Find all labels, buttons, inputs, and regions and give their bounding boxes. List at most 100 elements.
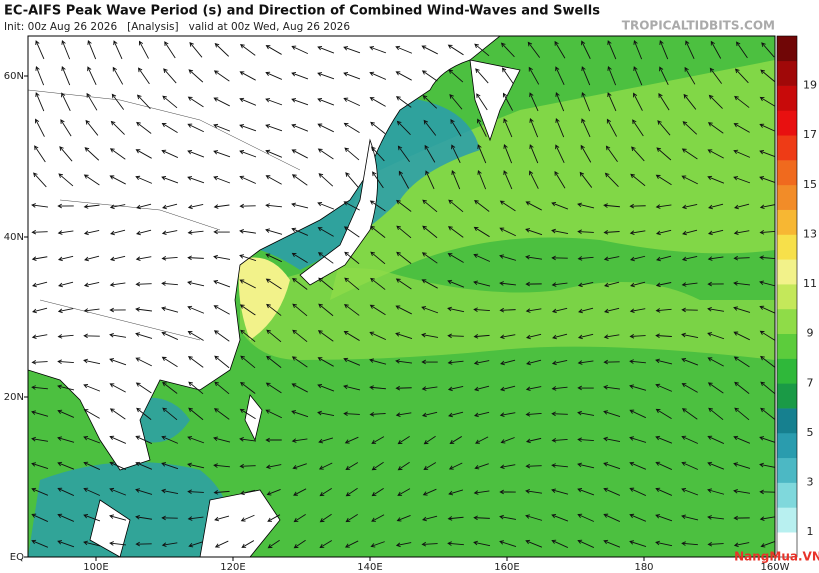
wave-arrow <box>551 513 569 522</box>
wave-arrow <box>527 41 541 58</box>
wave-arrow <box>447 516 464 521</box>
wave-arrow <box>734 68 749 84</box>
wave-arrow <box>187 149 205 158</box>
wave-arrow <box>161 149 179 158</box>
wave-arrow <box>473 360 490 366</box>
wave-arrow <box>423 435 436 445</box>
wave-arrow <box>240 44 256 56</box>
wave-arrow <box>499 540 517 548</box>
wave-arrow <box>318 437 334 444</box>
wave-arrow <box>138 40 149 59</box>
colorbar-segment <box>777 110 797 136</box>
wave-arrow <box>551 360 568 366</box>
wave-arrow <box>265 409 282 419</box>
wave-arrow <box>473 540 491 547</box>
lat-label: 20N <box>4 392 24 403</box>
wave-arrow <box>161 256 178 261</box>
colorbar-segment <box>777 259 797 285</box>
wave-arrow <box>188 407 204 421</box>
wave-arrow <box>500 42 515 58</box>
wave-arrow <box>736 41 748 59</box>
wave-arrow <box>265 203 282 208</box>
wave-arrow <box>83 174 100 186</box>
wave-arrow <box>629 203 646 209</box>
wave-arrow <box>239 463 256 469</box>
wave-arrow <box>499 334 516 340</box>
wave-arrow <box>707 281 724 287</box>
colorbar-label: 11 <box>803 277 817 290</box>
wave-arrow <box>475 436 489 444</box>
wave-arrow <box>681 408 698 420</box>
wave-arrow <box>213 305 230 315</box>
wave-arrow <box>265 228 283 235</box>
wave-arrow <box>581 118 591 138</box>
wave-arrow <box>239 229 257 234</box>
wave-arrow <box>554 170 566 189</box>
wave-arrow <box>707 515 724 520</box>
wave-arrow <box>135 461 153 470</box>
wave-arrow <box>708 203 724 210</box>
wave-arrow <box>213 254 231 260</box>
wave-arrow <box>83 308 100 313</box>
wave-arrow <box>707 332 725 340</box>
wave-arrow <box>499 254 517 261</box>
wave-arrow <box>707 541 724 547</box>
source: TROPICALTIDBITS.COM <box>622 19 775 33</box>
colorbar-segment <box>777 383 797 409</box>
wave-arrow <box>35 118 45 137</box>
wave-arrow <box>109 255 126 262</box>
wave-arrow <box>629 409 647 419</box>
colorbar-segment <box>777 408 797 434</box>
wave-arrow <box>605 145 618 163</box>
wave-arrow <box>759 436 775 443</box>
wave-arrow <box>267 514 281 522</box>
wave-arrow <box>759 255 775 260</box>
wave-arrow <box>161 281 178 286</box>
wave-arrow <box>734 381 750 394</box>
wave-arrow <box>35 92 45 112</box>
wave-arrow <box>503 143 513 164</box>
wave-arrow <box>162 407 178 421</box>
map-frame <box>27 35 776 558</box>
colorbar-segment <box>777 184 797 210</box>
wave-arrow <box>473 280 491 287</box>
wave-arrow <box>57 359 74 364</box>
wave-arrow <box>733 542 750 548</box>
wave-arrow <box>630 255 646 262</box>
wave-arrow <box>31 334 48 340</box>
wave-arrow <box>109 358 127 366</box>
wave-arrow <box>371 487 384 497</box>
wave-arrow <box>291 149 308 159</box>
wave-arrow <box>759 123 775 132</box>
wave-arrow <box>135 488 153 495</box>
wave-arrow <box>187 516 204 521</box>
wave-arrow <box>318 173 334 187</box>
wave-arrow <box>345 514 358 523</box>
wave-arrow <box>138 67 150 85</box>
wave-arrow <box>451 144 461 163</box>
wave-arrow <box>213 229 230 235</box>
wave-arrow <box>370 121 386 135</box>
wave-arrow <box>344 277 360 291</box>
wave-arrow <box>629 359 646 364</box>
colorbar-label: 1 <box>807 525 814 538</box>
wave-arrow <box>161 356 178 368</box>
wave-arrow <box>759 280 775 287</box>
wave-arrow <box>447 541 464 546</box>
wave-arrows <box>31 40 775 549</box>
wave-arrow <box>607 65 617 86</box>
wave-arrow <box>630 173 646 187</box>
wave-arrow <box>109 148 126 160</box>
wave-arrow <box>344 251 360 265</box>
wave-arrow <box>630 281 646 288</box>
wave-arrow <box>733 123 750 133</box>
wave-arrow <box>759 516 775 521</box>
wave-arrow <box>162 203 178 210</box>
wave-arrow <box>31 487 49 496</box>
wave-arrow <box>111 93 125 110</box>
wave-arrow <box>319 488 332 497</box>
wave-arrow <box>239 203 256 209</box>
wave-arrow <box>759 150 775 158</box>
wave-arrow <box>345 172 359 188</box>
wave-arrow <box>317 97 335 106</box>
